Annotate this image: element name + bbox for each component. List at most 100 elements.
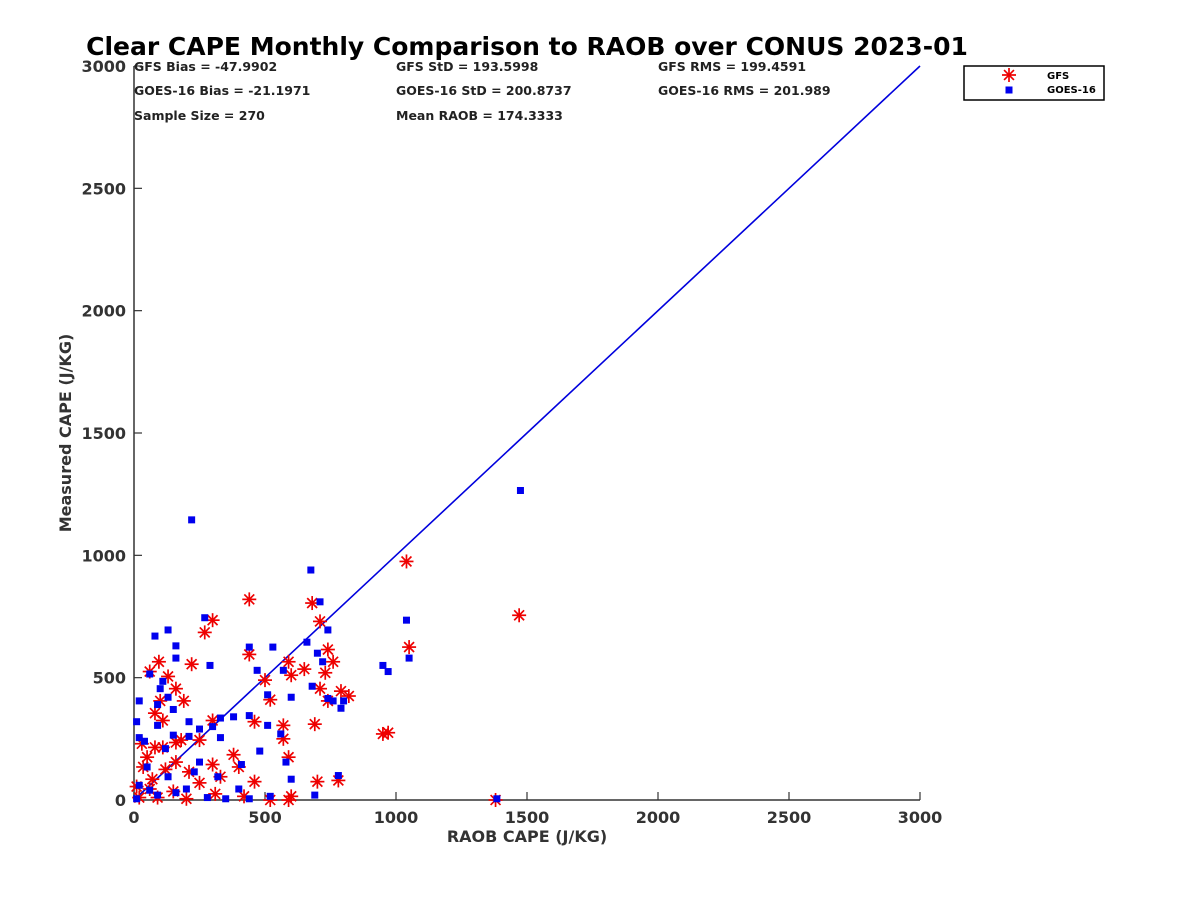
legend-box: [963, 65, 1105, 101]
goes16-point: [169, 705, 177, 713]
x-tick-label: 3000: [898, 808, 943, 827]
goes16-point: [253, 666, 261, 674]
goes16-point: [324, 626, 332, 634]
goes16-point: [143, 763, 151, 771]
goes16-point: [135, 734, 143, 742]
legend-goes16-label: GOES-16: [1047, 85, 1096, 96]
stat-goes-rms: GOES-16 RMS = 201.989: [658, 83, 831, 98]
gfs-point: [208, 786, 223, 801]
goes16-point: [245, 712, 253, 720]
goes16-point: [313, 649, 321, 657]
goes16-point: [206, 661, 214, 669]
goes16-point: [334, 772, 342, 780]
goes16-point: [287, 775, 295, 783]
axis-ticks: 0 500 1000 1500 2000 2500 3000 0 500 1000 1500 2000…: [81, 57, 942, 827]
goes16-point: [324, 694, 332, 702]
goes16-point: [203, 794, 211, 802]
y-tick-label: 0: [115, 791, 126, 810]
legend-goes16-symbol: [1005, 86, 1013, 94]
stat-sample-size: Sample Size = 270: [134, 108, 265, 123]
legend-gfs-label: GFS: [1047, 71, 1069, 82]
gfs-point: [284, 668, 299, 683]
goes16-point: [133, 718, 141, 726]
goes16-series: [133, 486, 524, 803]
plot-area: 0 500 1000 1500 2000 2500 3000 0 500 1000 1500 2000…: [81, 57, 942, 827]
goes16-point: [264, 691, 272, 699]
goes16-point: [196, 758, 203, 766]
goes16-point: [201, 614, 209, 622]
gfs-point: [320, 642, 335, 657]
goes16-point: [311, 791, 319, 799]
goes16-point: [264, 721, 272, 729]
x-tick-label: 500: [248, 808, 281, 827]
goes16-point: [405, 654, 413, 662]
gfs-point: [226, 747, 241, 762]
stat-mean-raob: Mean RAOB = 174.3333: [396, 108, 563, 123]
goes16-point: [172, 654, 180, 662]
goes16-point: [282, 758, 290, 766]
gfs-point: [333, 684, 348, 699]
goes16-point: [222, 795, 230, 803]
legend: GFS GOES-16: [963, 65, 1105, 101]
goes16-point: [154, 721, 162, 729]
y-tick-label: 500: [93, 669, 126, 688]
gfs-point: [326, 654, 341, 669]
stat-gfs-std: GFS StD = 193.5998: [396, 59, 538, 74]
y-tick-label: 2500: [81, 179, 126, 198]
x-tick-label: 2500: [767, 808, 812, 827]
stat-gfs-rms: GFS RMS = 199.4591: [658, 59, 806, 74]
gfs-point: [192, 775, 207, 790]
gfs-point: [184, 657, 199, 672]
goes16-point: [308, 682, 316, 690]
goes16-point: [164, 693, 172, 701]
stats-block: GFS Bias = -47.9902 GFS StD = 193.5998 G…: [134, 59, 831, 123]
legend-goes16-marker: [1005, 86, 1013, 94]
x-tick-label: 1000: [374, 808, 419, 827]
goes16-point: [135, 781, 143, 789]
x-tick-label: 1500: [505, 808, 550, 827]
goes16-point: [277, 730, 285, 738]
stat-gfs-bias: GFS Bias = -47.9902: [134, 59, 277, 74]
y-axis-label: Measured CAPE (J/KG): [56, 334, 75, 533]
gfs-point: [512, 608, 527, 623]
gfs-point: [281, 793, 296, 807]
goes16-point: [516, 486, 524, 494]
goes16-point: [169, 731, 177, 739]
goes16-point: [402, 616, 410, 624]
gfs-point: [147, 740, 162, 755]
gfs-point: [276, 718, 291, 733]
goes16-point: [185, 732, 193, 740]
goes16-point: [159, 677, 167, 685]
gfs-point: [197, 625, 212, 640]
gfs-point: [281, 654, 296, 669]
goes16-point: [216, 714, 224, 722]
goes16-point: [154, 701, 162, 709]
goes16-point: [216, 734, 224, 742]
goes16-point: [156, 685, 164, 693]
goes16-point: [172, 642, 180, 650]
legend-gfs-symbol: [1002, 68, 1016, 82]
y-tick-label: 3000: [81, 57, 126, 76]
gfs-point: [151, 654, 166, 669]
goes16-point: [245, 643, 253, 651]
goes16-point: [329, 697, 337, 705]
goes16-point: [135, 697, 143, 705]
gfs-point: [176, 693, 191, 708]
goes16-point: [151, 632, 159, 640]
goes16-point: [379, 661, 387, 669]
goes16-point: [172, 789, 180, 797]
gfs-point: [205, 757, 220, 772]
legend-gfs-marker: [1002, 68, 1016, 82]
one-to-one-line: [133, 65, 921, 801]
goes16-point: [164, 773, 172, 781]
gfs-point: [192, 733, 207, 748]
x-tick-label: 2000: [636, 808, 681, 827]
goes16-point: [337, 704, 345, 712]
goes16-point: [316, 598, 324, 606]
goes16-point: [146, 670, 154, 678]
gfs-point: [399, 554, 414, 569]
goes16-point: [161, 745, 169, 753]
gfs-point: [168, 755, 183, 770]
goes16-point: [235, 785, 243, 793]
